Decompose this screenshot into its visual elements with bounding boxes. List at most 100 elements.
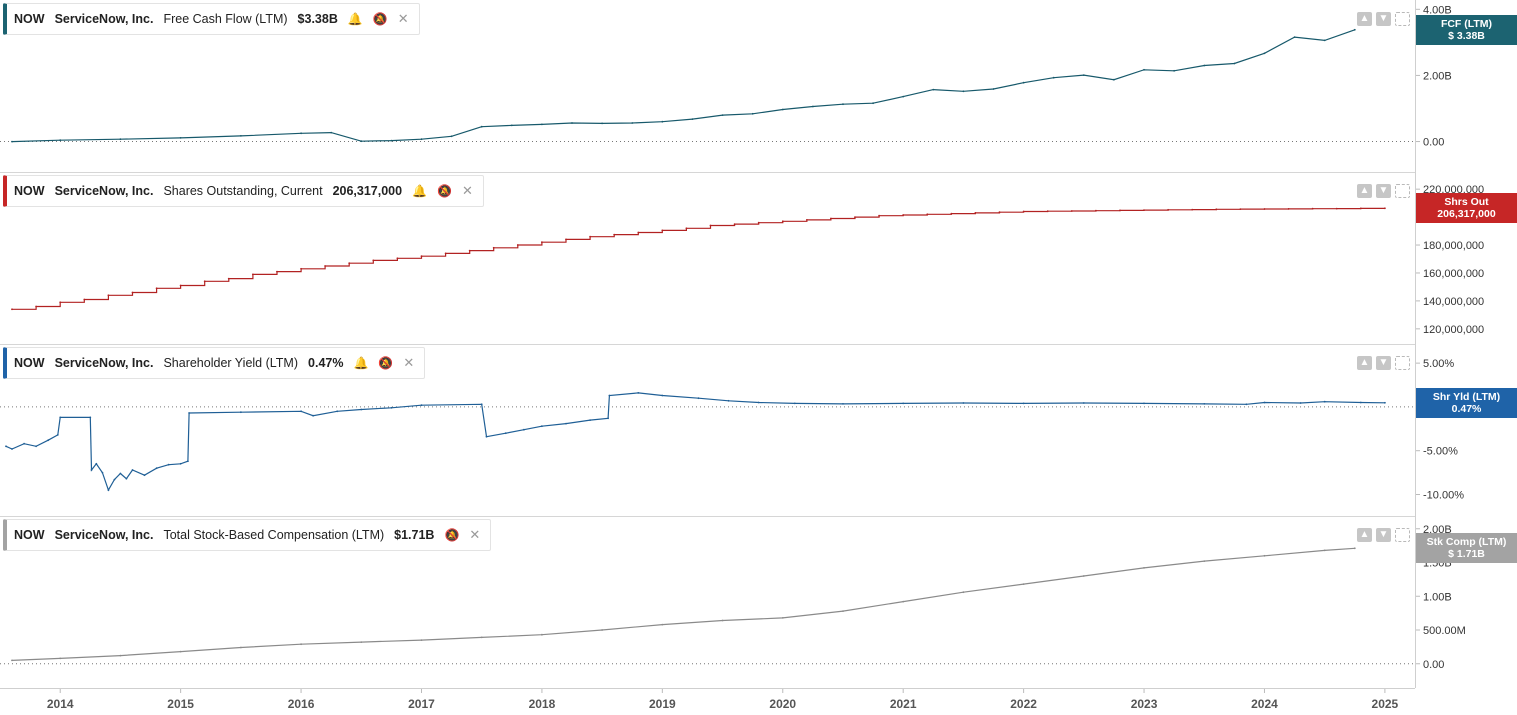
expand-icon[interactable] [1395,12,1410,26]
data-point [125,477,128,480]
data-point [757,221,760,224]
data-point [1143,68,1145,71]
x-tick-label: 2022 [1010,697,1037,711]
data-point [806,219,808,221]
data-point [504,432,507,435]
last-value-badge: Shrs Out 206,317,000 [1416,193,1517,224]
data-point [1022,210,1025,213]
data-point [854,216,856,219]
bell-icon[interactable]: 🔕 [372,12,388,26]
x-tick-label: 2023 [1131,697,1158,711]
data-point [1311,207,1314,210]
data-point [902,95,905,98]
move-up-icon[interactable]: ▲ [1357,184,1372,198]
ticker-label: NOW [14,356,45,370]
move-up-icon[interactable]: ▲ [1357,12,1372,26]
move-down-icon[interactable]: ▼ [1376,528,1391,542]
bell-icon[interactable]: 🔕 [378,356,394,370]
data-point [143,474,146,477]
data-point [812,105,814,108]
close-icon[interactable]: ✕ [397,11,409,26]
data-point [83,298,86,301]
data-point [932,88,935,91]
data-point [902,600,905,603]
data-point [252,273,254,276]
data-point [1203,64,1206,67]
data-point [1335,207,1338,210]
data-point [360,408,363,411]
bell-plus-icon[interactable]: 🔔 [412,184,428,198]
move-down-icon[interactable]: ▼ [1376,184,1391,198]
data-point [1323,400,1326,403]
move-down-icon[interactable]: ▼ [1376,12,1391,26]
y-axis-line [1415,0,1416,688]
data-point [709,224,712,227]
data-point [336,410,339,413]
close-icon[interactable]: ✕ [469,527,481,542]
last-value-badge: Shr Yld (LTM) 0.47% [1416,387,1517,418]
data-point [59,416,62,419]
data-point [107,489,110,491]
data-point [360,641,363,643]
data-point [697,397,700,400]
series-line [12,207,1386,310]
data-point [830,217,832,220]
company-name: ServiceNow, Inc. [54,528,154,542]
x-tick-label: 2024 [1251,697,1278,711]
data-point [300,132,302,135]
bell-plus-icon[interactable]: 🔔 [353,356,369,370]
x-tick-label: 2020 [769,697,796,711]
badge-value: 0.47% [1451,402,1482,415]
bell-plus-icon[interactable]: 🔔 [347,12,363,26]
expand-icon[interactable] [1395,184,1410,198]
metric-name: Shareholder Yield (LTM) [163,356,299,370]
data-point [1022,81,1025,84]
data-point [119,654,122,657]
data-point [1113,78,1115,81]
data-point [155,467,158,470]
panel-divider [0,344,1415,345]
x-tick-label: 2021 [890,697,917,711]
data-point [468,249,471,252]
panel-controls: ▲ ▼ [1357,12,1410,26]
data-point [1263,554,1266,557]
data-point [59,301,62,304]
series-line [5,392,1385,492]
data-point [240,135,242,137]
data-point [541,633,543,636]
data-point [523,428,525,431]
close-icon[interactable]: ✕ [403,355,415,370]
data-point [179,284,182,287]
data-point [1203,403,1206,405]
series-legend: NOW ServiceNow, Inc. Shares Outstanding, C… [3,175,484,207]
data-point [589,419,591,421]
bell-icon[interactable]: 🔕 [437,184,452,198]
data-point [188,412,191,414]
data-point [721,114,724,116]
expand-icon[interactable] [1395,356,1410,370]
y-tick-label: 2.00B [1423,70,1452,82]
data-point [541,241,543,244]
y-tick-label: 0.00 [1423,659,1444,671]
ticker-label: NOW [14,184,45,198]
move-down-icon[interactable]: ▼ [1376,356,1391,370]
data-point [113,478,116,481]
data-point [1263,208,1266,210]
y-tick-label: 140,000,000 [1423,296,1484,308]
data-point [11,448,13,450]
data-point [607,417,609,420]
data-point [1173,69,1175,72]
data-point [1353,547,1356,550]
move-up-icon[interactable]: ▲ [1357,356,1372,370]
bell-icon[interactable]: 🔕 [444,528,460,542]
data-point [541,425,543,428]
data-point [1143,567,1145,569]
move-up-icon[interactable]: ▲ [1357,528,1372,542]
expand-icon[interactable] [1395,528,1410,542]
data-point [450,135,453,138]
y-tick-label: 120,000,000 [1423,324,1484,336]
close-icon[interactable]: ✕ [462,183,473,198]
metric-name: Free Cash Flow (LTM) [163,12,288,26]
data-point [1143,402,1145,405]
